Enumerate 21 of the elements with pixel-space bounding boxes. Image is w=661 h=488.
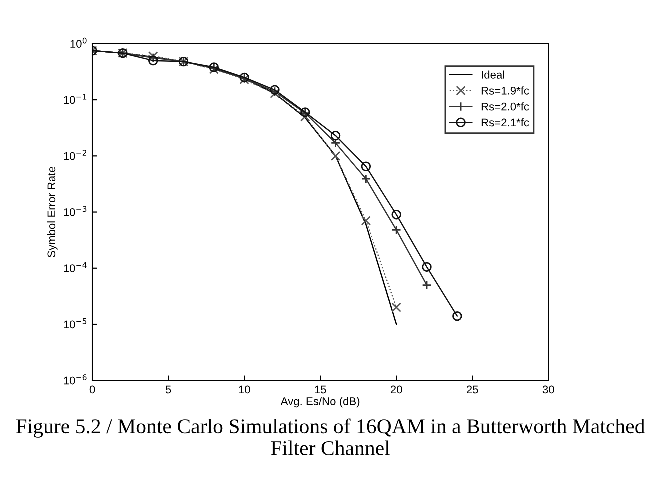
legend-label: Rs=2.0*fc (482, 102, 530, 111)
x-tick-label: 25 (466, 386, 478, 394)
x-tick-label: 30 (542, 386, 554, 394)
x-tick-label: 0 (90, 386, 96, 394)
y-tick-label: 10$^{−1}$ (64, 94, 87, 104)
x-axis-title: Avg. Es/No (dB) (280, 397, 360, 408)
y-tick-label: 10$^{−5}$ (64, 318, 87, 329)
y-tick-label: 10$^{−2}$ (64, 150, 86, 160)
x-tick-label: 15 (315, 386, 326, 394)
y-tick-label: 10$^{0}$ (70, 38, 87, 48)
legend-label: Rs=1.9*fc (482, 86, 530, 95)
y-axis-title: Symbol Error Rate (47, 167, 58, 258)
x-tick-label: 20 (390, 386, 402, 394)
y-tick-label: 10$^{−6}$ (64, 374, 87, 385)
y-tick-label: 10$^{−4}$ (64, 262, 87, 272)
x-tick-label: 5 (166, 386, 172, 394)
legend-label: Rs=2.1*fc (482, 118, 530, 127)
legend-label: Ideal (482, 70, 504, 79)
x-tick-label: 10 (239, 386, 250, 394)
caption: Figure 5.2 / Monte Carlo Simulations of 16QAM in a Butterworth Matched Filter Channel (16, 418, 646, 456)
y-tick-label: 10$^{−3}$ (64, 206, 87, 216)
